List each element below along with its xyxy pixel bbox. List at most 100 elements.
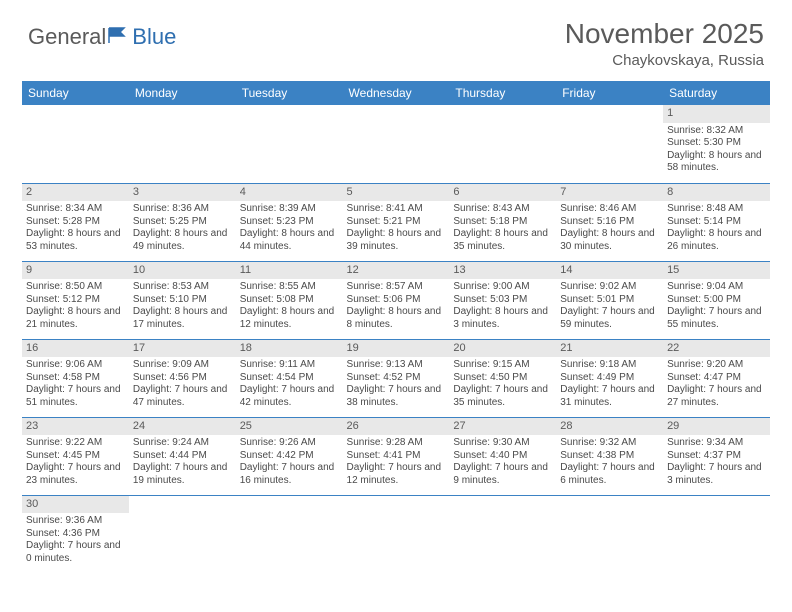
sunrise-line: Sunrise: 8:36 AM: [133, 203, 232, 216]
month-title: November 2025: [565, 18, 764, 50]
calendar-cell: 4Sunrise: 8:39 AMSunset: 5:23 PMDaylight…: [236, 183, 343, 261]
sunrise-line: Sunrise: 8:32 AM: [667, 125, 766, 138]
sunrise-line: Sunrise: 9:34 AM: [667, 437, 766, 450]
calendar-cell: 22Sunrise: 9:20 AMSunset: 4:47 PMDayligh…: [663, 339, 770, 417]
sunset-line: Sunset: 4:49 PM: [560, 372, 659, 385]
day-number: 23: [22, 418, 129, 436]
sunset-line: Sunset: 5:23 PM: [240, 216, 339, 229]
weekday-header: Thursday: [449, 81, 556, 105]
sunrise-line: Sunrise: 9:22 AM: [26, 437, 125, 450]
sunrise-line: Sunrise: 9:32 AM: [560, 437, 659, 450]
daylight-line: Daylight: 8 hours and 17 minutes.: [133, 306, 232, 331]
sunset-line: Sunset: 4:36 PM: [26, 528, 125, 541]
title-block: November 2025 Chaykovskaya, Russia: [565, 18, 764, 69]
sunset-line: Sunset: 5:28 PM: [26, 216, 125, 229]
logo: General Blue: [28, 18, 176, 50]
sunrise-line: Sunrise: 8:57 AM: [347, 281, 446, 294]
sunset-line: Sunset: 4:44 PM: [133, 450, 232, 463]
sunset-line: Sunset: 5:14 PM: [667, 216, 766, 229]
day-number: 20: [449, 340, 556, 358]
sunset-line: Sunset: 5:00 PM: [667, 294, 766, 307]
sunrise-line: Sunrise: 8:34 AM: [26, 203, 125, 216]
calendar-cell: 3Sunrise: 8:36 AMSunset: 5:25 PMDaylight…: [129, 183, 236, 261]
sunset-line: Sunset: 4:52 PM: [347, 372, 446, 385]
daylight-line: Daylight: 8 hours and 21 minutes.: [26, 306, 125, 331]
sunset-line: Sunset: 4:47 PM: [667, 372, 766, 385]
daylight-line: Daylight: 7 hours and 19 minutes.: [133, 462, 232, 487]
sunrise-line: Sunrise: 8:39 AM: [240, 203, 339, 216]
daylight-line: Daylight: 7 hours and 38 minutes.: [347, 384, 446, 409]
sunrise-line: Sunrise: 8:48 AM: [667, 203, 766, 216]
day-number: 18: [236, 340, 343, 358]
daylight-line: Daylight: 8 hours and 53 minutes.: [26, 228, 125, 253]
calendar-cell: 1Sunrise: 8:32 AMSunset: 5:30 PMDaylight…: [663, 105, 770, 183]
sunset-line: Sunset: 4:42 PM: [240, 450, 339, 463]
calendar-cell: 2Sunrise: 8:34 AMSunset: 5:28 PMDaylight…: [22, 183, 129, 261]
calendar-cell-empty: [236, 105, 343, 183]
sunset-line: Sunset: 4:58 PM: [26, 372, 125, 385]
day-number: 11: [236, 262, 343, 280]
calendar-cell: 15Sunrise: 9:04 AMSunset: 5:00 PMDayligh…: [663, 261, 770, 339]
day-number: 21: [556, 340, 663, 358]
daylight-line: Daylight: 8 hours and 8 minutes.: [347, 306, 446, 331]
day-number: 1: [663, 105, 770, 123]
calendar-row: 9Sunrise: 8:50 AMSunset: 5:12 PMDaylight…: [22, 261, 770, 339]
sunrise-line: Sunrise: 8:46 AM: [560, 203, 659, 216]
daylight-line: Daylight: 8 hours and 26 minutes.: [667, 228, 766, 253]
sunrise-line: Sunrise: 9:13 AM: [347, 359, 446, 372]
calendar-cell: 5Sunrise: 8:41 AMSunset: 5:21 PMDaylight…: [343, 183, 450, 261]
calendar-cell: 12Sunrise: 8:57 AMSunset: 5:06 PMDayligh…: [343, 261, 450, 339]
calendar-table: SundayMondayTuesdayWednesdayThursdayFrid…: [22, 81, 770, 573]
calendar-cell: 19Sunrise: 9:13 AMSunset: 4:52 PMDayligh…: [343, 339, 450, 417]
calendar-cell: 23Sunrise: 9:22 AMSunset: 4:45 PMDayligh…: [22, 417, 129, 495]
calendar-cell-empty: [556, 105, 663, 183]
calendar-row: 2Sunrise: 8:34 AMSunset: 5:28 PMDaylight…: [22, 183, 770, 261]
calendar-cell: 21Sunrise: 9:18 AMSunset: 4:49 PMDayligh…: [556, 339, 663, 417]
calendar-cell-empty: [449, 495, 556, 573]
daylight-line: Daylight: 7 hours and 3 minutes.: [667, 462, 766, 487]
logo-text-2: Blue: [132, 24, 176, 50]
daylight-line: Daylight: 7 hours and 9 minutes.: [453, 462, 552, 487]
calendar-row: 23Sunrise: 9:22 AMSunset: 4:45 PMDayligh…: [22, 417, 770, 495]
calendar-header-row: SundayMondayTuesdayWednesdayThursdayFrid…: [22, 81, 770, 105]
sunrise-line: Sunrise: 9:26 AM: [240, 437, 339, 450]
calendar-cell: 26Sunrise: 9:28 AMSunset: 4:41 PMDayligh…: [343, 417, 450, 495]
day-number: 29: [663, 418, 770, 436]
daylight-line: Daylight: 7 hours and 47 minutes.: [133, 384, 232, 409]
daylight-line: Daylight: 7 hours and 51 minutes.: [26, 384, 125, 409]
daylight-line: Daylight: 8 hours and 49 minutes.: [133, 228, 232, 253]
day-number: 4: [236, 184, 343, 202]
calendar-cell: 18Sunrise: 9:11 AMSunset: 4:54 PMDayligh…: [236, 339, 343, 417]
day-number: 15: [663, 262, 770, 280]
sunset-line: Sunset: 5:25 PM: [133, 216, 232, 229]
daylight-line: Daylight: 8 hours and 35 minutes.: [453, 228, 552, 253]
location: Chaykovskaya, Russia: [565, 52, 764, 69]
sunrise-line: Sunrise: 9:24 AM: [133, 437, 232, 450]
calendar-cell-empty: [343, 495, 450, 573]
day-number: 17: [129, 340, 236, 358]
calendar-cell: 29Sunrise: 9:34 AMSunset: 4:37 PMDayligh…: [663, 417, 770, 495]
sunset-line: Sunset: 5:21 PM: [347, 216, 446, 229]
sunrise-line: Sunrise: 8:53 AM: [133, 281, 232, 294]
sunset-line: Sunset: 4:56 PM: [133, 372, 232, 385]
sunrise-line: Sunrise: 9:06 AM: [26, 359, 125, 372]
day-number: 25: [236, 418, 343, 436]
daylight-line: Daylight: 8 hours and 39 minutes.: [347, 228, 446, 253]
sunset-line: Sunset: 4:54 PM: [240, 372, 339, 385]
day-number: 22: [663, 340, 770, 358]
sunrise-line: Sunrise: 9:00 AM: [453, 281, 552, 294]
calendar-cell: 9Sunrise: 8:50 AMSunset: 5:12 PMDaylight…: [22, 261, 129, 339]
sunrise-line: Sunrise: 9:28 AM: [347, 437, 446, 450]
day-number: 12: [343, 262, 450, 280]
calendar-cell: 24Sunrise: 9:24 AMSunset: 4:44 PMDayligh…: [129, 417, 236, 495]
sunrise-line: Sunrise: 9:04 AM: [667, 281, 766, 294]
day-number: 7: [556, 184, 663, 202]
calendar-cell: 10Sunrise: 8:53 AMSunset: 5:10 PMDayligh…: [129, 261, 236, 339]
calendar-cell-empty: [236, 495, 343, 573]
weekday-header: Saturday: [663, 81, 770, 105]
daylight-line: Daylight: 7 hours and 12 minutes.: [347, 462, 446, 487]
day-number: 24: [129, 418, 236, 436]
weekday-header: Sunday: [22, 81, 129, 105]
day-number: 6: [449, 184, 556, 202]
sunset-line: Sunset: 5:06 PM: [347, 294, 446, 307]
